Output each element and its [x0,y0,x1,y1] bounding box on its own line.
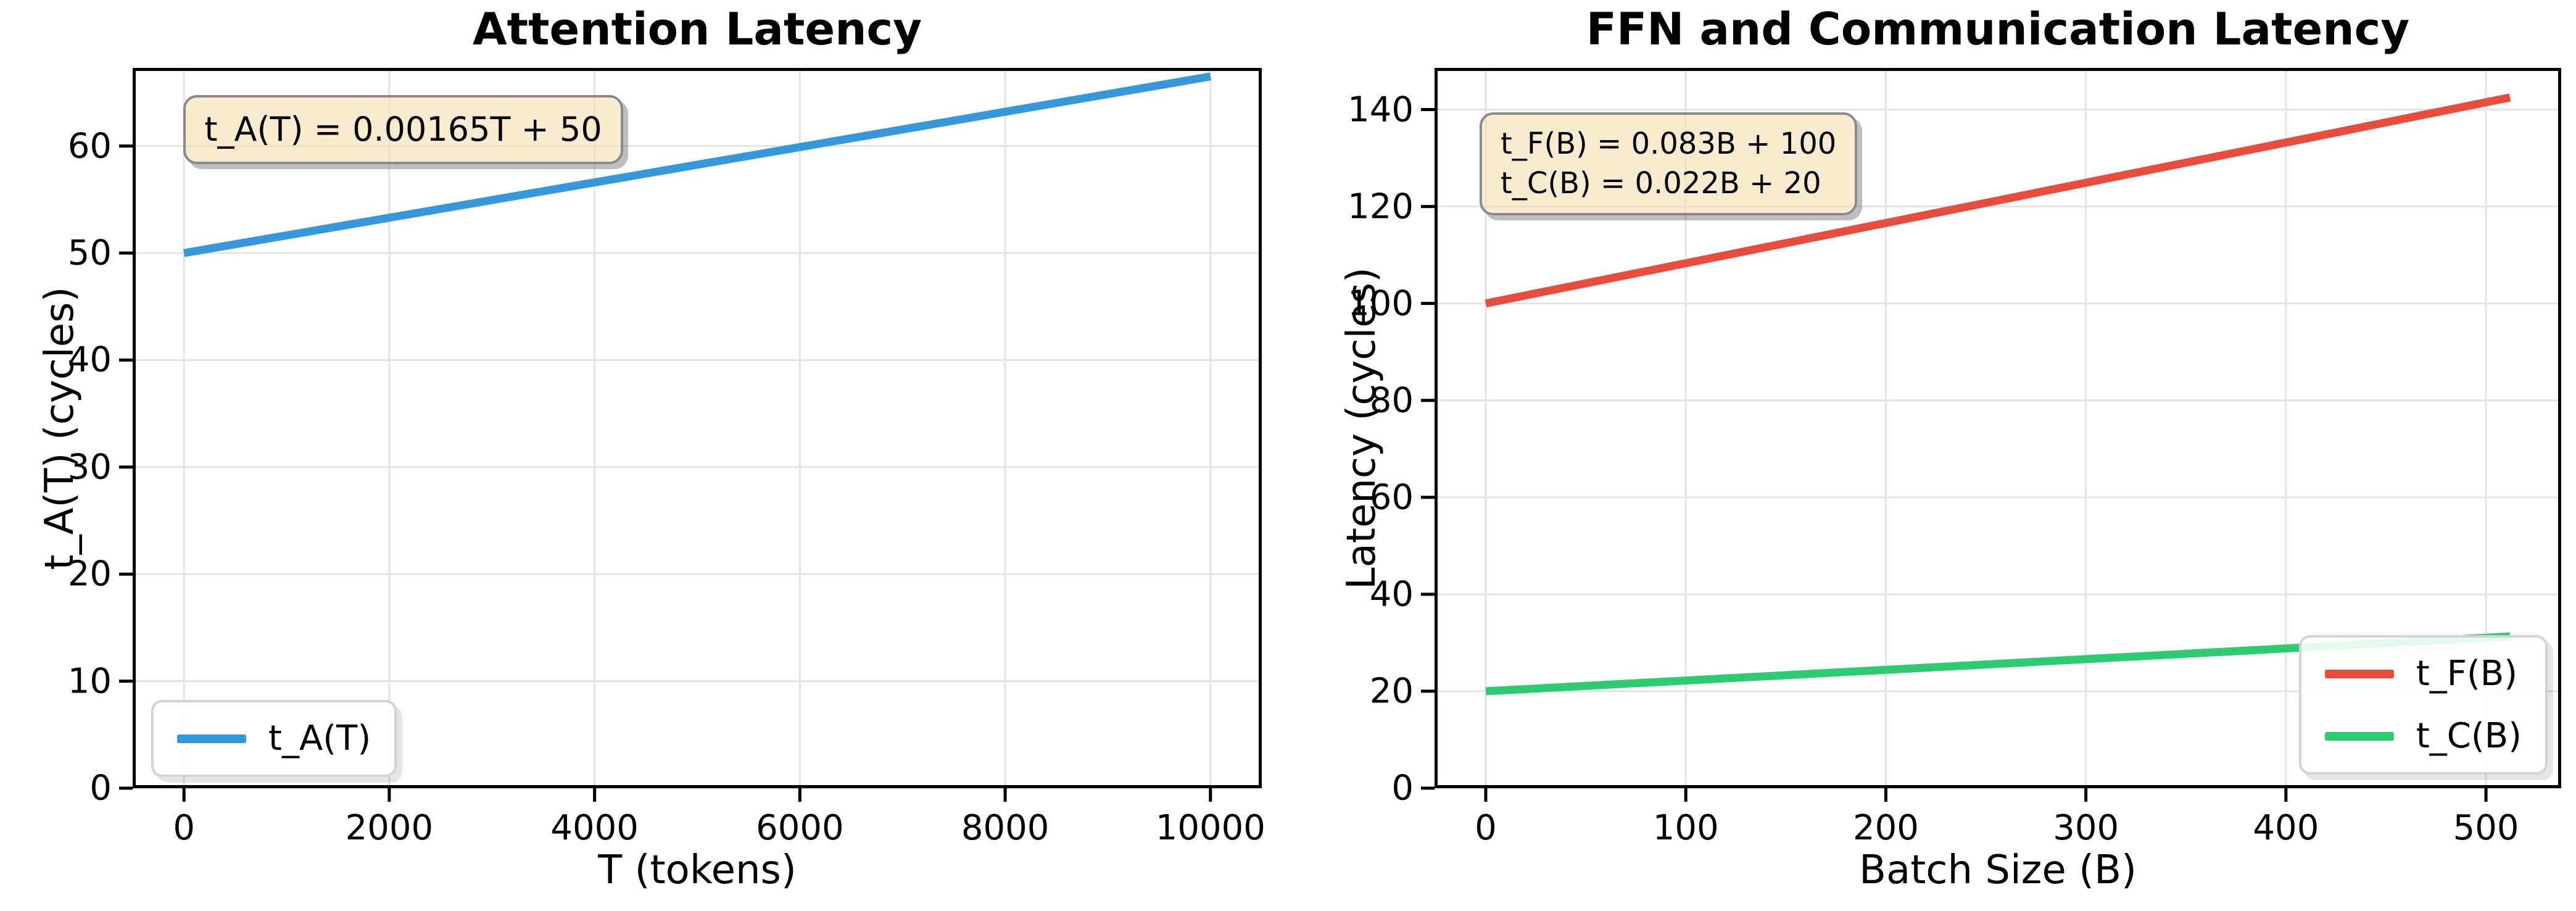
x-tick-label: 4000 [550,808,639,848]
y-tick-label: 50 [67,233,112,273]
series-line-0 [1485,93,2511,308]
y-tick-label: 20 [1369,671,1414,712]
annotation-box: t_F(B) = 0.083B + 100 t_C(B) = 0.022B + 2… [1480,112,1858,216]
legend-line-sample [2324,731,2394,741]
chart-title: FFN and Communication Latency [1586,3,2410,55]
legend: t_F(B) t_C(B) [2298,635,2548,775]
y-tick-label: 60 [67,126,112,167]
axes-frame [133,68,1262,788]
x-tick-label: 500 [2453,808,2519,848]
annotation-box: t_A(T) = 0.00165T + 50 [183,95,623,164]
plot-area: 0 2000 4000 6000 8000 10000 0 10 20 30 40 50 60 t_A(T… [68,68,1265,848]
legend-entry: t_A(T) [177,718,371,759]
x-tick-label: 0 [173,808,195,848]
y-tick-label: 120 [1348,186,1414,227]
x-tick-label: 400 [2253,808,2319,848]
y-tick-label: 0 [1391,768,1414,809]
x-axis-label: T (tokens) [598,847,797,893]
y-tick-label: 10 [67,661,112,702]
axes-frame [1435,68,2561,788]
series-line-0 [183,72,1211,257]
y-tick-label: 140 [1348,89,1414,130]
y-tick-label: 60 [1369,477,1414,518]
legend-label: t_A(T) [268,718,371,759]
legend-entry: t_C(B) [2324,716,2522,756]
y-tick-label: 0 [89,768,112,809]
x-tick-label: 0 [1475,808,1497,848]
x-tick-label: 8000 [961,808,1050,848]
legend-line-sample [2324,669,2394,678]
plot-canvas [119,68,1262,802]
annotation-text: t_A(T) = 0.00165T + 50 [204,110,602,149]
legend-entry: t_F(B) [2324,654,2522,694]
annotation-text: t_C(B) = 0.022B + 20 [1501,165,1821,201]
y-tick-label: 80 [1369,380,1414,421]
annotation-text: t_F(B) = 0.083B + 100 [1501,127,1837,162]
plot-area: 0 100 200 300 400 500 0 20 40 60 80 100 120 140 t_F(B)… [1348,68,2561,848]
y-axis-label: t_A(T) (cycles) [37,286,83,570]
y-tick-label: 30 [67,447,112,488]
x-tick-label: 200 [1852,808,1919,848]
x-tick-label: 100 [1652,808,1719,848]
x-tick-label: 2000 [345,808,434,848]
x-axis-label: Batch Size (B) [1859,847,2137,893]
y-tick-label: 100 [1348,283,1414,324]
y-tick-label: 20 [67,554,112,594]
x-tick-label: 300 [2053,808,2119,848]
chart-title: Attention Latency [472,3,922,55]
legend-label: t_C(B) [2416,716,2522,756]
y-tick-label: 40 [1369,574,1414,615]
legend: t_A(T) [151,700,397,777]
x-tick-label: 6000 [756,808,844,848]
y-tick-label: 40 [67,339,112,380]
legend-line-sample [177,734,246,743]
x-tick-label: 10000 [1155,808,1265,848]
legend-label: t_F(B) [2416,654,2518,694]
